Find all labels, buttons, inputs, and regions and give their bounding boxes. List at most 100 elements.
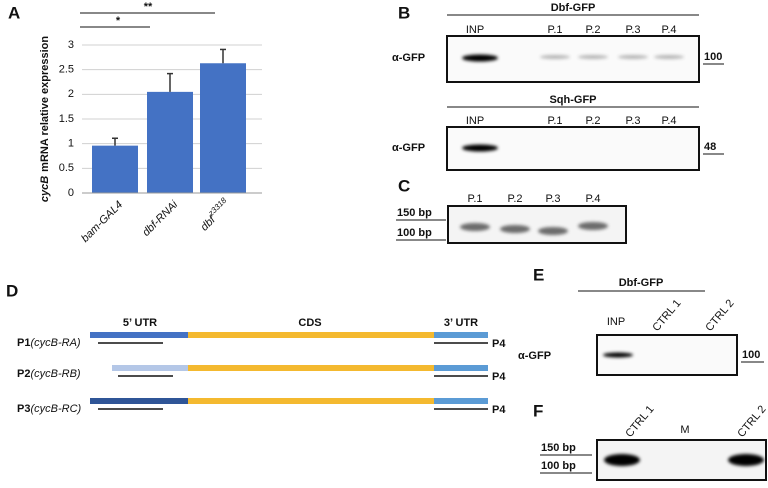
band: [462, 54, 498, 62]
utr3: [434, 332, 488, 338]
cds: [188, 332, 434, 338]
band: [540, 55, 570, 59]
lane-label: P.3: [625, 24, 640, 36]
transcript-label: P2(cycB-RB): [17, 368, 81, 380]
marker-label: 150 bp: [397, 207, 432, 219]
marker-label: 100: [704, 51, 722, 63]
error-bar: [112, 137, 118, 146]
significance: **: [144, 1, 153, 13]
reverse-primer: P4: [492, 404, 506, 416]
y-tick-label: 1: [68, 138, 74, 150]
region-label: 5’ UTR: [123, 317, 157, 329]
category: dbf: [198, 213, 218, 233]
band: [462, 144, 498, 152]
lane-label: CTRL 1: [623, 403, 656, 439]
lane-label: CTRL 2: [735, 403, 768, 439]
y-label-italic: cycB: [39, 176, 51, 202]
y-tick-label: 1.5: [59, 113, 74, 125]
blot-title: Dbf-GFP: [551, 2, 596, 14]
band: [604, 454, 640, 466]
region-label: CDS: [298, 317, 321, 329]
error-bar: [167, 72, 173, 92]
y-tick-label: 0.5: [59, 162, 74, 174]
marker-label: 100 bp: [397, 227, 432, 239]
lane-label: P.3: [625, 115, 640, 127]
cds: [188, 398, 434, 404]
cds: [188, 365, 434, 371]
band: [654, 55, 684, 59]
transcript-label: P1(cycB-RA): [17, 337, 81, 349]
marker-label: 100: [742, 349, 760, 361]
category-superscript: z3318: [206, 196, 229, 219]
reverse-primer: P4: [492, 371, 506, 383]
isoform: (cycB-RB): [30, 368, 80, 380]
band: [728, 454, 764, 466]
panel-label: B: [398, 3, 410, 22]
bar: [200, 63, 246, 194]
significance: *: [116, 15, 121, 27]
lane-label: INP: [466, 115, 484, 127]
reverse-primer: P4: [492, 338, 506, 350]
marker-label: 48: [704, 141, 716, 153]
band: [578, 55, 608, 59]
blot-frame: [596, 334, 738, 376]
primer-name: P3: [17, 403, 30, 415]
blot-title: Dbf-GFP: [619, 277, 664, 289]
panel-label: C: [398, 176, 410, 195]
lane-label: P.2: [585, 24, 600, 36]
band: [578, 222, 608, 230]
lane-label: P.4: [661, 115, 676, 127]
band: [538, 227, 568, 235]
lane-label: P.1: [467, 193, 482, 205]
lane-label: CTRL 1: [650, 297, 683, 333]
x-tick-label: dbf-RNAi: [140, 198, 180, 238]
panel-label: F: [533, 401, 543, 420]
primer-name: P2: [17, 368, 30, 380]
lane-label: INP: [466, 24, 484, 36]
y-label-rest: mRNA relative expression: [39, 36, 51, 172]
lane-label: P.2: [585, 115, 600, 127]
lane-label: P.4: [661, 24, 676, 36]
lane-label: P.2: [507, 193, 522, 205]
lane-label: P.4: [585, 193, 600, 205]
lane-label: CTRL 2: [703, 297, 736, 333]
y-tick-label: 2.5: [59, 64, 74, 76]
antibody: α-GFP: [518, 350, 551, 362]
utr3: [434, 365, 488, 371]
error-bar: [220, 48, 226, 64]
category: bam-GAL4: [79, 199, 125, 245]
panel-label: D: [6, 281, 18, 300]
lane-label: P.1: [547, 115, 562, 127]
utr5: [90, 332, 188, 338]
y-tick-label: 2: [68, 88, 74, 100]
isoform: (cycB-RC): [30, 403, 81, 415]
region-label: 3’ UTR: [444, 317, 478, 329]
x-tick-label: bam-GAL4: [79, 199, 125, 245]
marker-label: 150 bp: [541, 442, 576, 454]
bar: [147, 91, 193, 193]
antibody: α-GFP: [392, 52, 425, 64]
band: [460, 223, 490, 231]
y-axis-label: cycB mRNA relative expression: [39, 36, 51, 203]
y-tick-label: 0: [68, 187, 74, 199]
primer-name: P1: [17, 337, 30, 349]
band: [500, 225, 530, 233]
panel-label: A: [8, 3, 20, 22]
y-tick-label: 3: [68, 39, 74, 51]
utr5: [90, 398, 188, 404]
category: dbf-RNAi: [140, 198, 180, 238]
lane-label: P.1: [547, 24, 562, 36]
lane-label: M: [680, 424, 689, 436]
blot-title: Sqh-GFP: [549, 94, 596, 106]
antibody: α-GFP: [392, 142, 425, 154]
utr5: [112, 365, 188, 371]
isoform: (cycB-RA): [30, 337, 80, 349]
band: [603, 352, 633, 358]
marker-label: 100 bp: [541, 460, 576, 472]
transcript-label: P3(cycB-RC): [17, 403, 82, 415]
panel-label: E: [533, 265, 544, 284]
lane-label: P.3: [545, 193, 560, 205]
x-tick-label: dbfz3318: [196, 196, 234, 234]
lane-label: INP: [607, 316, 625, 328]
